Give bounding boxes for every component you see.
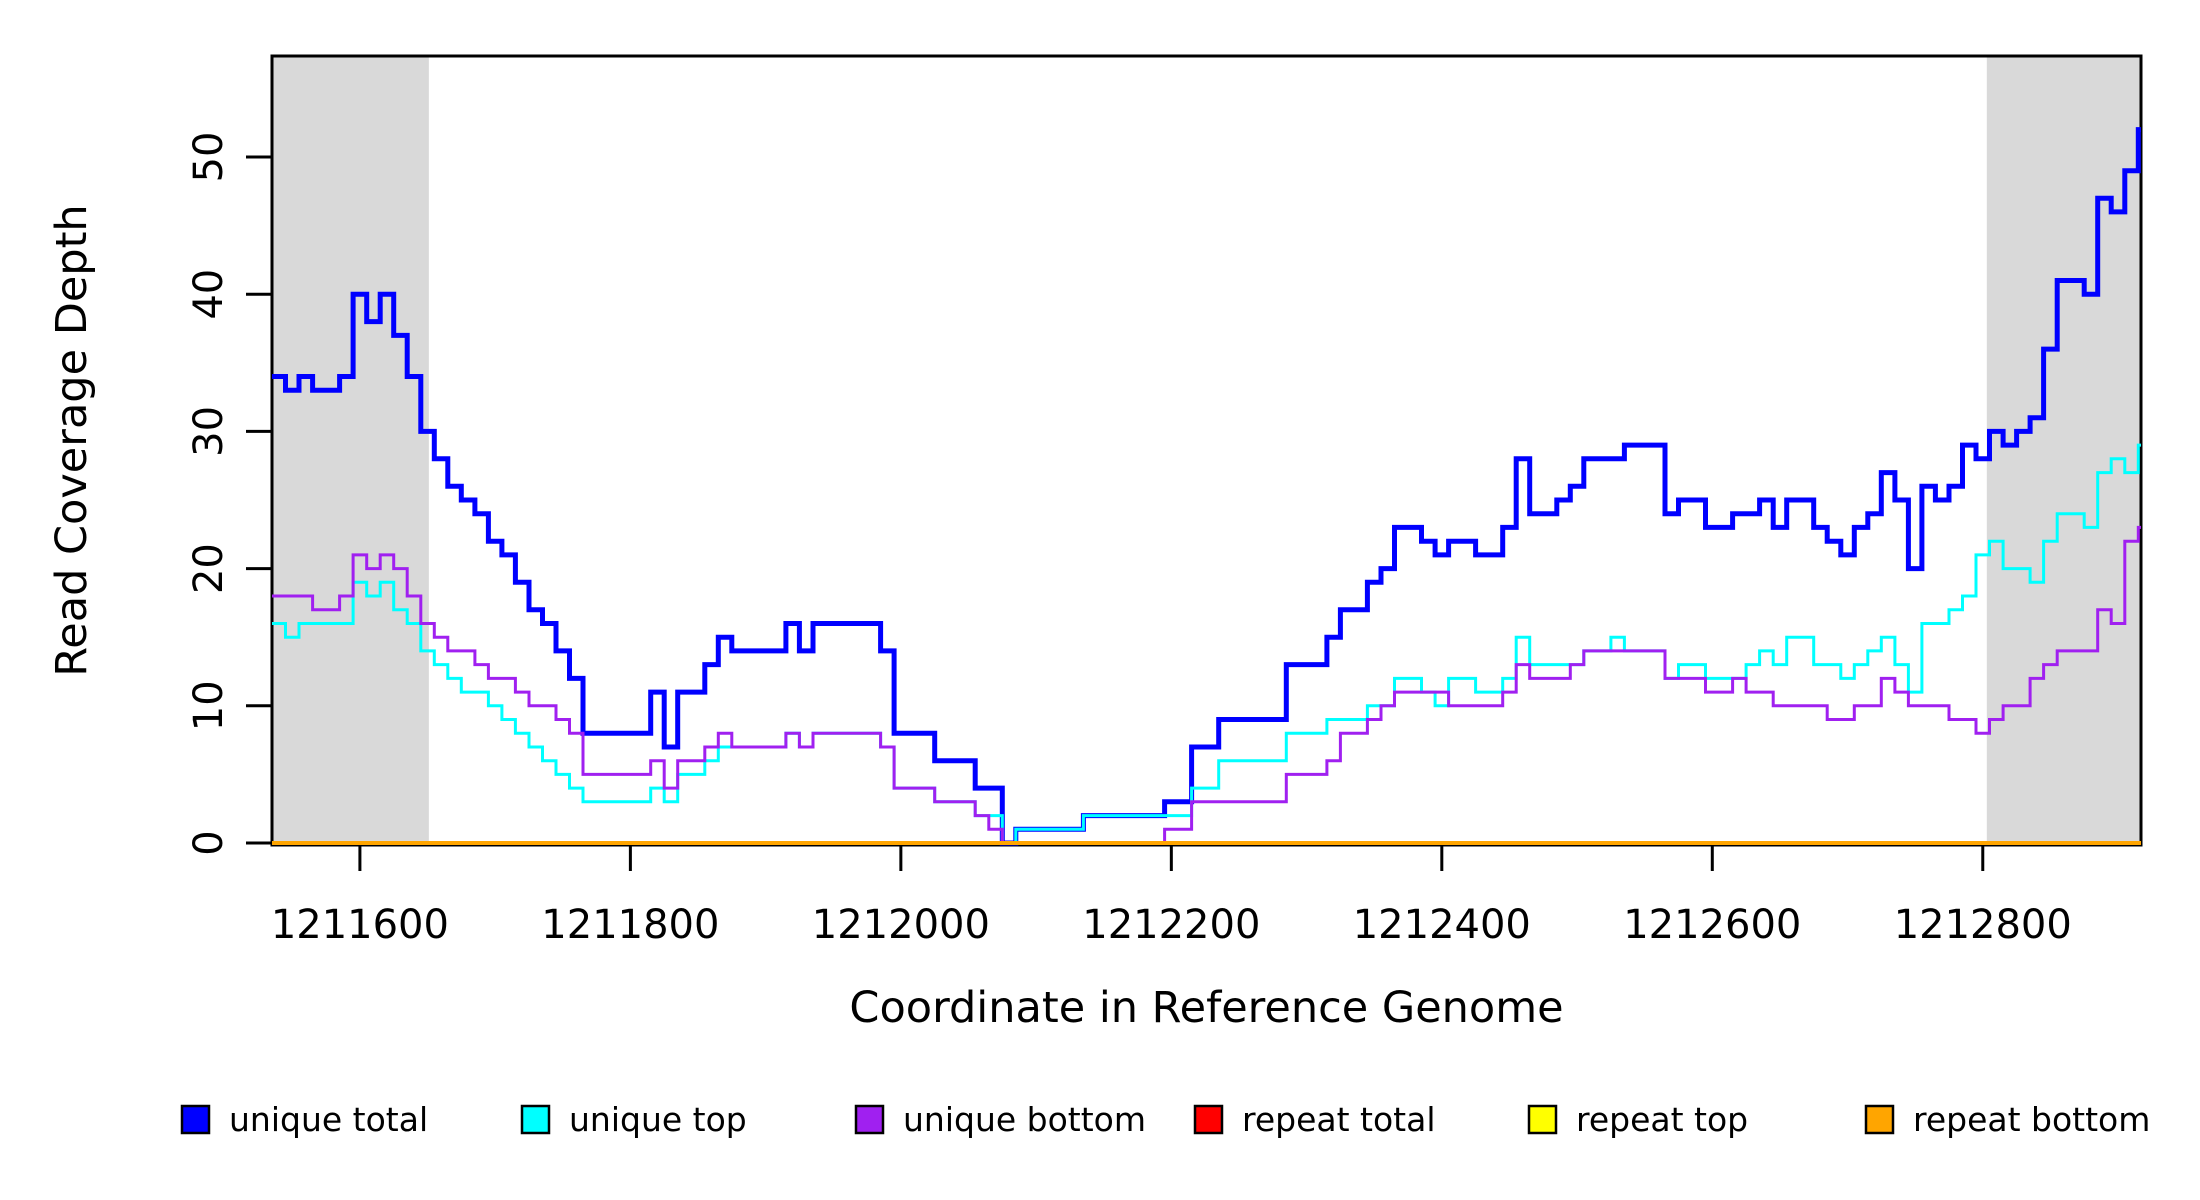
legend-label-unique-bottom: unique bottom	[903, 1100, 1146, 1139]
legend-swatch-repeat-bottom	[1864, 1104, 1895, 1135]
legend-label-unique-top: unique top	[569, 1100, 747, 1139]
legend-swatch-unique-top	[520, 1104, 551, 1135]
legend-label-repeat-bottom: repeat bottom	[1913, 1100, 2150, 1139]
x-axis-title: Coordinate in Reference Genome	[849, 983, 1563, 1033]
shaded-region	[272, 56, 429, 845]
y-tick-label: 20	[186, 543, 232, 594]
series-unique-top	[272, 443, 2141, 845]
y-tick-label: 50	[186, 132, 232, 183]
y-tick-label: 40	[186, 269, 232, 320]
legend-label-unique-total: unique total	[229, 1100, 428, 1139]
y-axis-title: Read Coverage Depth	[47, 204, 97, 676]
series-unique-bottom	[272, 525, 2141, 845]
x-tick-label: 1211800	[541, 902, 719, 948]
legend-label-repeat-total: repeat total	[1242, 1100, 1436, 1139]
x-tick-label: 1211600	[271, 902, 449, 948]
x-tick-label: 1212200	[1082, 902, 1260, 948]
legend-swatch-repeat-total	[1193, 1104, 1224, 1135]
legend-swatch-unique-total	[180, 1104, 211, 1135]
legend-label-repeat-top: repeat top	[1576, 1100, 1748, 1139]
series-unique-total	[272, 127, 2141, 846]
plot-box	[270, 54, 2143, 847]
shaded-region	[1986, 56, 2141, 845]
x-tick-label: 1212400	[1353, 902, 1531, 948]
legend-swatch-unique-bottom	[854, 1104, 885, 1135]
x-tick-label: 1212600	[1623, 902, 1801, 948]
y-tick-label: 10	[186, 680, 232, 731]
y-tick-label: 0	[186, 830, 232, 855]
legend-swatch-repeat-top	[1527, 1104, 1558, 1135]
x-tick-label: 1212800	[1894, 902, 2072, 948]
x-tick-label: 1212000	[812, 902, 990, 948]
y-tick-label: 30	[186, 406, 232, 457]
